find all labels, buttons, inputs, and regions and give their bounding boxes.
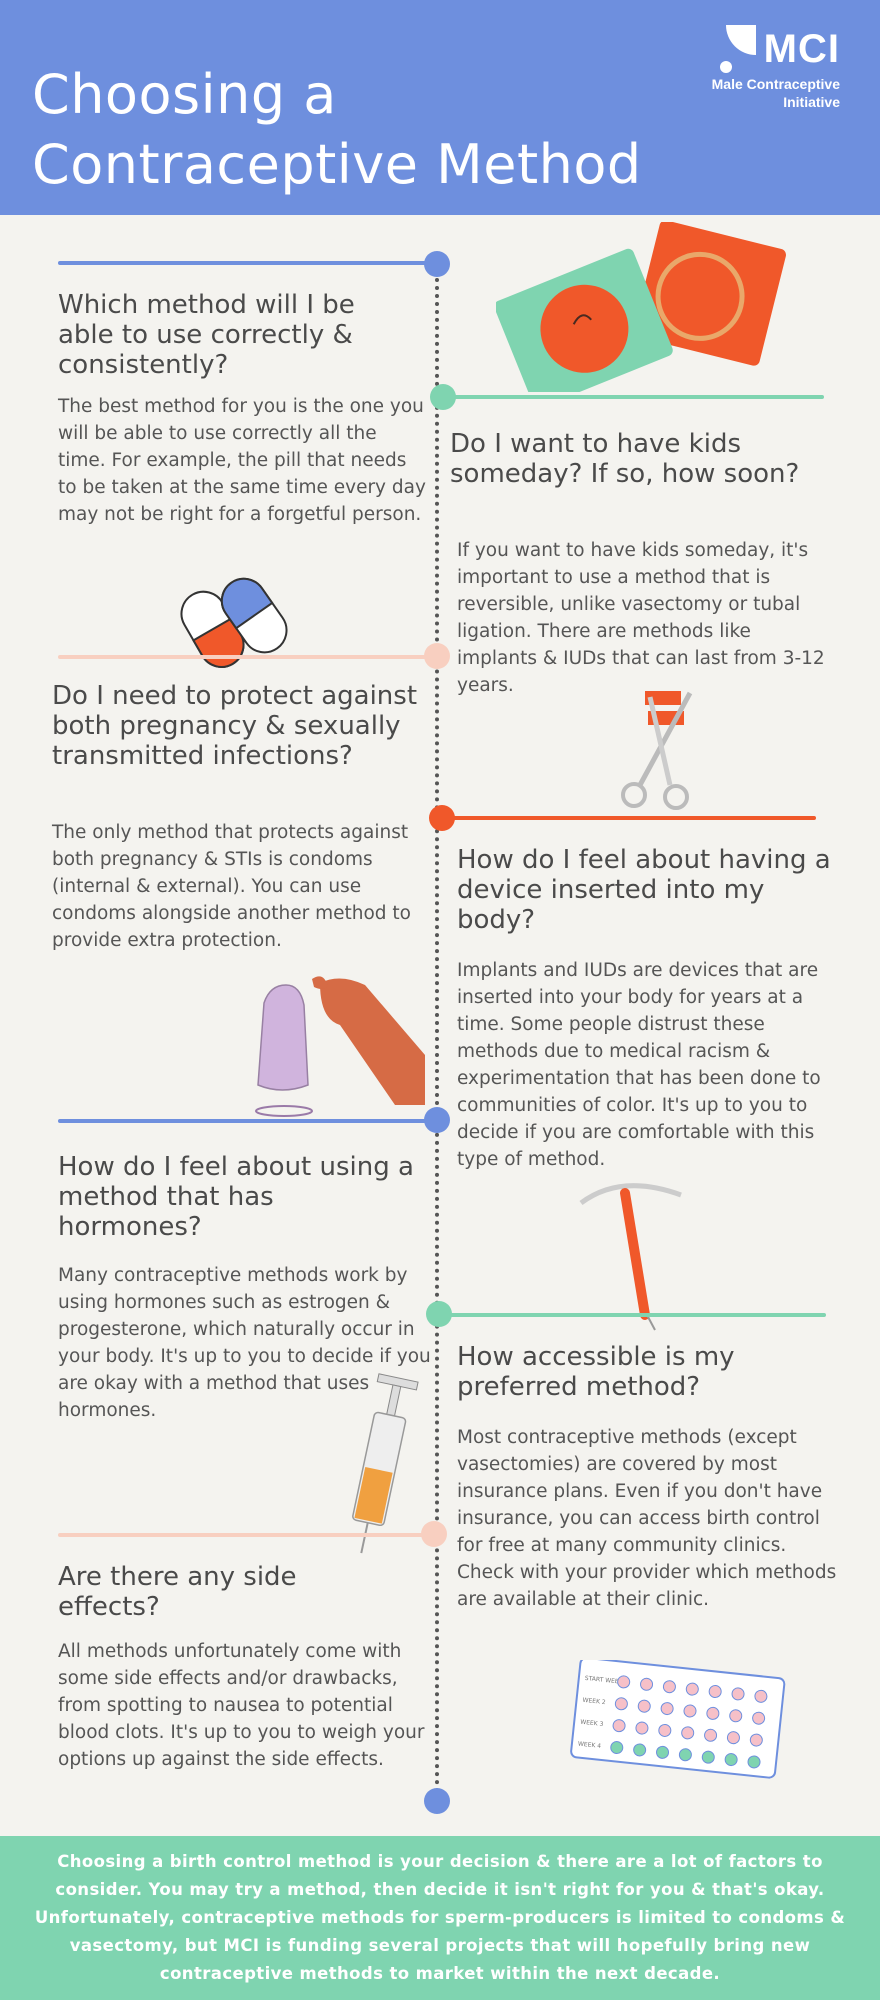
divider-line-2: [436, 395, 824, 399]
timeline-node-3: [424, 643, 450, 669]
timeline-node-6: [426, 1301, 452, 1327]
question-heading-6: How accessible is my preferred method?: [457, 1342, 735, 1402]
scissors-icon: [621, 691, 693, 810]
answer-text-3: The only method that protects against bo…: [52, 822, 411, 951]
header-banner: Choosing a Contraceptive Method MCI Male…: [0, 0, 880, 215]
pill-pack-calendar-icon: START WEEK WEEK 2 WEEK 3 WEEK 4: [570, 1660, 786, 1779]
timeline-node-7: [421, 1521, 447, 1547]
timeline-node-2: [430, 384, 456, 410]
logo-symbol-icon: [719, 25, 756, 73]
answer-text-4: Implants and IUDs are devices that are i…: [457, 960, 821, 1170]
calendar-week-label-4: WEEK 4: [578, 1740, 602, 1749]
question-heading-1: Which method will I be able to use corre…: [58, 290, 355, 380]
divider-line-4: [436, 816, 816, 820]
timeline-node-5: [424, 1107, 450, 1133]
footer-banner: Choosing a birth control method is your …: [0, 1836, 880, 2000]
footer-text: Choosing a birth control method is your …: [34, 1852, 846, 1983]
divider-line-3: [58, 655, 436, 659]
condom-packets-icon: [496, 222, 786, 392]
timeline-node-4: [429, 805, 455, 831]
question-heading-4: How do I feel about having a device inse…: [457, 845, 831, 935]
divider-line-7: [58, 1533, 436, 1537]
logo-name: MCI: [763, 27, 840, 71]
question-heading-5: How do I feel about using a method that …: [58, 1152, 414, 1242]
answer-text-5: Many contraceptive methods work by using…: [58, 1265, 431, 1421]
hand-condom-icon: [255, 976, 425, 1117]
calendar-week-label-3: WEEK 3: [580, 1719, 604, 1728]
divider-line-6: [436, 1313, 826, 1317]
question-heading-2: Do I want to have kids someday? If so, h…: [450, 429, 800, 489]
syringe-icon: [352, 1373, 419, 1554]
answer-text-7: All methods unfortunately come with some…: [58, 1641, 425, 1770]
mci-logo: MCI Male Contraceptive Initiative: [712, 25, 840, 111]
calendar-week-label-2: WEEK 2: [582, 1697, 606, 1706]
title-line-2: Contraceptive Method: [32, 133, 642, 196]
iud-icon: [579, 1183, 682, 1331]
logo-mark: MCI: [712, 25, 840, 73]
question-heading-3: Do I need to protect against both pregna…: [52, 681, 418, 771]
timeline-spine: [435, 262, 439, 1802]
logo-subtitle-line-1: Male Contraceptive: [711, 76, 840, 92]
answer-text-6: Most contraceptive methods (except vasec…: [457, 1427, 837, 1610]
pill-capsule-icon: [180, 577, 288, 668]
page-title: Choosing a Contraceptive Method: [32, 60, 642, 200]
timeline-node-1: [424, 251, 450, 277]
answer-text-2: If you want to have kids someday, it's i…: [457, 540, 825, 696]
question-heading-7: Are there any side effects?: [58, 1562, 297, 1622]
divider-line-1: [58, 261, 436, 265]
logo-subtitle: Male Contraceptive Initiative: [712, 75, 840, 111]
logo-subtitle-line-2: Initiative: [783, 94, 840, 110]
divider-line-5: [58, 1119, 436, 1123]
calendar-week-label-1: START WEEK: [584, 1675, 623, 1686]
title-line-1: Choosing a: [32, 63, 337, 126]
timeline-end-node: [424, 1788, 450, 1814]
answer-text-1: The best method for you is the one you w…: [58, 396, 426, 525]
